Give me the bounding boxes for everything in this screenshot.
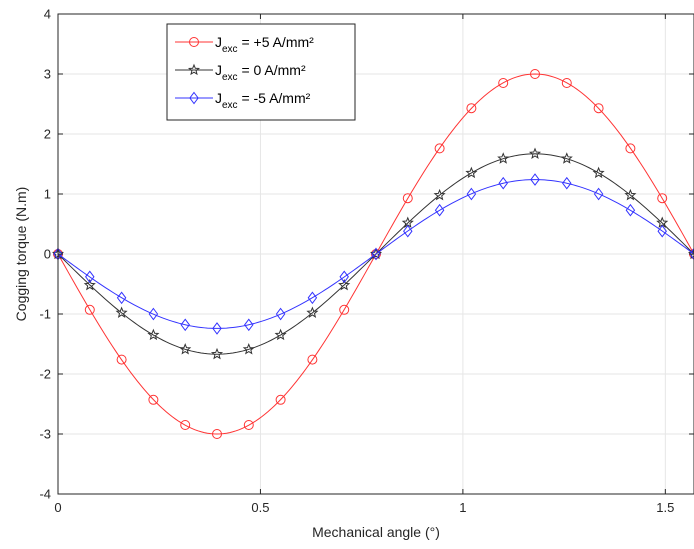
data-point xyxy=(212,322,222,335)
y-tick-label: -3 xyxy=(39,427,51,442)
data-point xyxy=(371,247,381,261)
data-point xyxy=(592,166,605,179)
legend-label: Jexc = 0 A/mm² xyxy=(215,62,306,83)
legend: Jexc = +5 A/mm² Jexc = 0 A/mm² Jexc = -5 A… xyxy=(166,23,356,121)
x-tick-label: 1.5 xyxy=(656,500,674,515)
data-point xyxy=(148,307,159,321)
data-point xyxy=(180,420,191,430)
data-point xyxy=(116,291,127,305)
y-tick-label: -1 xyxy=(39,307,51,322)
data-point xyxy=(689,247,694,261)
data-point xyxy=(434,143,445,154)
data-point xyxy=(307,291,318,305)
data-point xyxy=(561,78,572,88)
data-point xyxy=(339,304,350,315)
x-tick-label: 0.5 xyxy=(251,500,269,515)
data-point xyxy=(84,304,95,315)
data-point xyxy=(465,166,478,179)
data-point xyxy=(244,318,254,332)
data-point xyxy=(433,188,446,201)
series-3 xyxy=(53,173,694,335)
legend-marker xyxy=(189,37,199,47)
legend-item-3: Jexc = -5 A/mm² xyxy=(175,90,311,111)
y-tick-label: 0 xyxy=(44,247,51,262)
data-point xyxy=(147,328,160,341)
legend-label: Jexc = -5 A/mm² xyxy=(215,90,311,111)
y-tick-label: -2 xyxy=(39,367,51,382)
data-point xyxy=(307,354,318,365)
data-point xyxy=(339,270,349,284)
data-point xyxy=(243,420,254,430)
data-point xyxy=(180,318,190,332)
data-point xyxy=(498,176,508,190)
data-point xyxy=(212,429,222,439)
data-point xyxy=(274,328,287,341)
data-point xyxy=(434,203,445,217)
data-point xyxy=(148,394,159,405)
data-point xyxy=(687,247,694,260)
data-point xyxy=(115,306,128,318)
data-point xyxy=(625,143,636,154)
data-point xyxy=(306,306,319,318)
data-point xyxy=(83,278,96,291)
x-axis-label: Mechanical angle (°) xyxy=(312,524,440,540)
data-point xyxy=(338,278,351,291)
data-point xyxy=(625,203,636,217)
data-point xyxy=(657,224,667,238)
data-point xyxy=(657,193,668,204)
legend-marker xyxy=(189,91,199,105)
y-tick-label: 2 xyxy=(44,127,51,142)
data-point xyxy=(369,247,383,260)
y-tick-label: 3 xyxy=(44,67,51,82)
data-point xyxy=(593,187,604,201)
data-point xyxy=(466,103,477,114)
x-tick-label: 1 xyxy=(459,500,466,515)
data-point xyxy=(562,176,572,190)
series-layer xyxy=(51,69,694,439)
data-point xyxy=(210,347,224,360)
legend-marker xyxy=(187,63,201,76)
y-tick-label: -4 xyxy=(39,487,51,502)
data-point xyxy=(560,152,573,164)
data-point xyxy=(403,224,413,238)
data-point xyxy=(497,152,510,164)
y-tick-label: 4 xyxy=(44,7,51,22)
data-point xyxy=(402,193,413,204)
data-point xyxy=(275,307,286,321)
data-point xyxy=(528,147,542,159)
legend-item-1: Jexc = +5 A/mm² xyxy=(175,34,314,55)
data-point xyxy=(275,394,286,405)
data-point xyxy=(116,354,127,365)
data-point xyxy=(85,270,95,284)
legend-item-2: Jexc = 0 A/mm² xyxy=(175,62,306,83)
y-tick-label: 1 xyxy=(44,187,51,202)
legend-label: Jexc = +5 A/mm² xyxy=(215,34,314,55)
data-point xyxy=(179,343,192,355)
data-point xyxy=(624,188,637,201)
y-axis-label: Cogging torque (N.m) xyxy=(13,187,29,322)
x-tick-label: 0 xyxy=(54,500,61,515)
axis-ticks: 0 0.5 1 1.5 -4 -3 -2 -1 0 1 2 3 4 xyxy=(39,7,694,515)
series-line xyxy=(57,179,694,329)
data-point xyxy=(530,173,540,186)
data-point xyxy=(466,187,477,201)
data-point xyxy=(593,103,604,114)
data-point xyxy=(242,343,255,355)
data-point xyxy=(498,78,509,88)
data-point xyxy=(530,69,540,79)
